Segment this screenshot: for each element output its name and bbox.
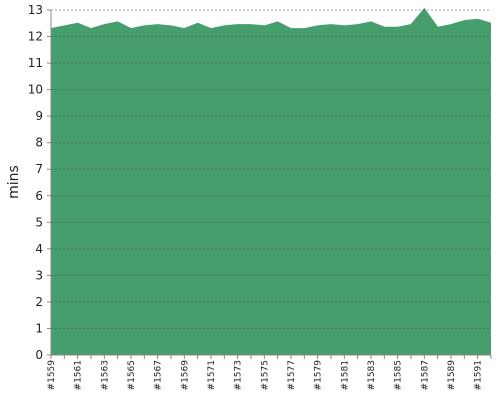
x-tick-label: #1569 bbox=[180, 360, 190, 391]
y-tick-label: 5 bbox=[35, 215, 43, 229]
x-tick-label: #1561 bbox=[74, 360, 84, 390]
area-fill bbox=[51, 8, 491, 356]
x-tick-label: #1585 bbox=[394, 360, 404, 390]
y-tick-label: 0 bbox=[35, 348, 43, 362]
area-line bbox=[50, 7, 492, 30]
x-tick-label: #1591 bbox=[474, 360, 484, 390]
x-tick-label: #1571 bbox=[207, 360, 217, 390]
y-tick-label: 8 bbox=[35, 136, 43, 150]
x-tick-label: #1587 bbox=[420, 360, 430, 390]
x-tick-label: #1589 bbox=[447, 360, 457, 391]
x-tick-label: #1581 bbox=[340, 360, 350, 390]
y-tick-label: 1 bbox=[35, 321, 43, 335]
y-tick-label: 9 bbox=[35, 109, 43, 123]
y-tick-label: 6 bbox=[35, 189, 43, 203]
y-tick-label: 12 bbox=[28, 30, 43, 44]
y-axis-label: mins bbox=[6, 165, 22, 199]
x-tick-label: #1579 bbox=[314, 360, 324, 391]
x-tick-label: #1583 bbox=[367, 360, 377, 390]
x-tick-label: #1567 bbox=[154, 360, 164, 390]
y-tick-label: 2 bbox=[35, 295, 43, 309]
y-tick-label: 13 bbox=[28, 3, 43, 17]
x-tick-label: #1577 bbox=[287, 360, 297, 390]
x-tick-label: #1565 bbox=[127, 360, 137, 390]
x-tick-label: #1573 bbox=[234, 360, 244, 390]
x-tick-label: #1575 bbox=[260, 360, 270, 390]
y-tick-label: 11 bbox=[28, 56, 43, 70]
y-tick-label: 10 bbox=[28, 83, 43, 97]
y-tick-label: 3 bbox=[35, 268, 43, 282]
x-tick-label: #1563 bbox=[100, 360, 110, 390]
x-tick-label: #1559 bbox=[47, 360, 57, 391]
y-tick-label: 4 bbox=[35, 242, 43, 256]
y-tick-label: 7 bbox=[35, 162, 43, 176]
